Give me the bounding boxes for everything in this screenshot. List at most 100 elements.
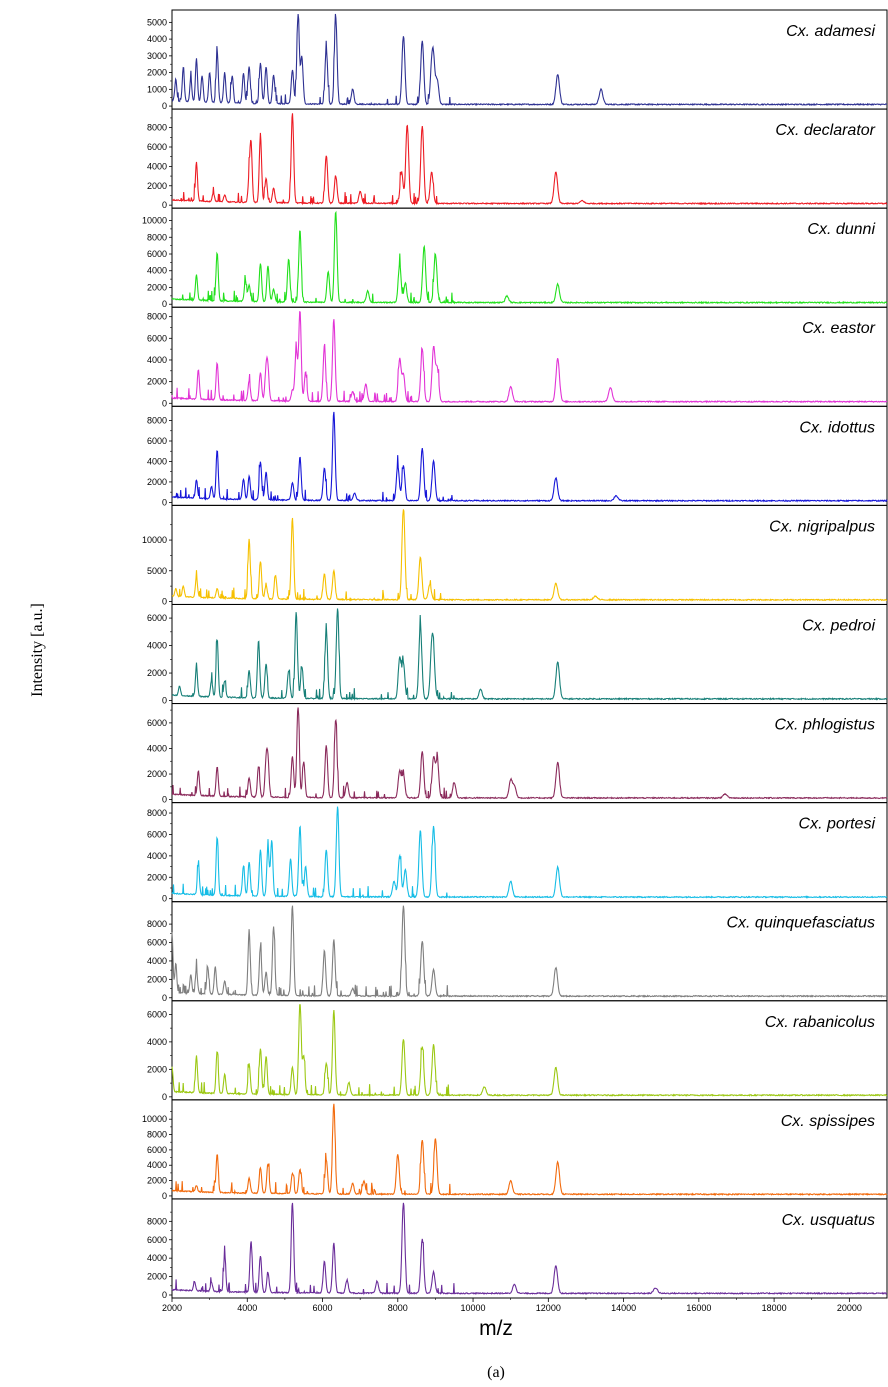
y-tick-label: 8000 [147,416,167,426]
species-label: Cx. phlogistus [775,717,876,734]
panel-1: 0 1000 2000 3000 4000 5000 Cx. adamesi [147,10,887,111]
y-tick-label: 0 [162,596,167,606]
y-tick-label: 6000 [147,829,167,839]
panel-2: 0 2000 4000 6000 8000 Cx. declarator [147,109,887,210]
y-tick-label: 2000 [147,1064,167,1074]
panel-frame [172,604,887,703]
y-tick-label: 2000 [147,1176,167,1186]
spectrum-line [172,1104,887,1195]
y-tick-label: 2000 [147,282,167,292]
panel-frame [172,406,887,505]
species-label: Cx. dunni [807,221,875,238]
panel-frame [172,208,887,307]
panel-frame [172,1100,887,1199]
panel-12: 0 2000 4000 6000 8000 10000 Cx. spissipes [142,1100,887,1201]
panel-frame [172,10,887,109]
y-tick-label: 4000 [147,266,167,276]
y-tick-label: 8000 [147,1130,167,1140]
y-tick-label: 8000 [147,808,167,818]
x-tick-label: 2000 [162,1303,182,1313]
panel-3: 0 2000 4000 6000 8000 10000 Cx. dunni [142,208,887,309]
y-tick-label: 2000 [147,1272,167,1282]
y-tick-label: 0 [162,398,167,408]
y-tick-label: 8000 [147,312,167,322]
y-tick-label: 0 [162,1290,167,1300]
spectrum-line [172,412,887,501]
x-tick-label: 12000 [536,1303,561,1313]
spectra-panels: 0 1000 2000 3000 4000 5000 Cx. adamesi 0 2000 400… [142,10,887,1300]
y-tick-label: 8000 [147,1216,167,1226]
y-tick-label: 6000 [147,613,167,623]
y-tick-label: 2000 [147,668,167,678]
y-tick-label: 6000 [147,938,167,948]
y-tick-label: 2000 [147,872,167,882]
y-tick-label: 5000 [147,17,167,27]
species-label: Cx. declarator [775,122,875,139]
y-tick-label: 10000 [142,535,167,545]
y-tick-label: 5000 [147,566,167,576]
y-tick-label: 4000 [147,456,167,466]
y-tick-label: 4000 [147,851,167,861]
y-tick-label: 0 [162,795,167,805]
species-label: Cx. usquatus [782,1212,875,1229]
panel-4: 0 2000 4000 6000 8000 Cx. eastor [147,307,887,408]
species-label: Cx. spissipes [781,1113,875,1130]
species-label: Cx. pedroi [802,617,875,634]
x-tick-label: 8000 [388,1303,408,1313]
y-tick-label: 0 [162,497,167,507]
panel-7: 0200040006000 Cx. pedroi [147,604,887,705]
spectrum-line [172,807,887,898]
y-tick-label: 10000 [142,1114,167,1124]
y-tick-label: 10000 [142,216,167,226]
y-axis-label: Intensity [a.u.] [29,603,46,697]
species-label: Cx. adamesi [786,23,875,40]
y-tick-label: 2000 [147,477,167,487]
panel-10: 0 2000 4000 6000 8000 Cx. quinquefasciatus [147,902,887,1003]
y-tick-label: 6000 [147,249,167,259]
y-tick-label: 6000 [147,142,167,152]
panel-8: 0200040006000 Cx. phlogistus [147,704,887,805]
panel-frame [172,803,887,902]
panel-9: 0 2000 4000 6000 8000 Cx. portesi [147,803,887,904]
y-tick-label: 4000 [147,1160,167,1170]
y-tick-label: 6000 [147,1145,167,1155]
y-tick-label: 2000 [147,769,167,779]
y-tick-label: 1000 [147,84,167,94]
y-tick-label: 8000 [147,919,167,929]
y-tick-label: 4000 [147,956,167,966]
spectrum-line [172,213,887,304]
species-label: Cx. quinquefasciatus [726,915,875,932]
panel-6: 0 5000 10000 Cx. nigripalpus [142,505,887,606]
y-tick-label: 2000 [147,377,167,387]
y-tick-label: 0 [162,993,167,1003]
y-tick-label: 4000 [147,743,167,753]
x-tick-label: 14000 [611,1303,636,1313]
y-tick-label: 8000 [147,232,167,242]
y-tick-label: 0 [162,101,167,111]
y-tick-label: 6000 [147,333,167,343]
y-tick-label: 4000 [147,34,167,44]
y-tick-label: 2000 [147,974,167,984]
y-tick-label: 6000 [147,436,167,446]
panel-11: 0200040006000 Cx. rabanicolus [147,1001,887,1102]
figure-caption: (a) [487,1364,505,1381]
panel-frame [172,1199,887,1298]
y-tick-label: 2000 [147,181,167,191]
y-tick-label: 8000 [147,123,167,133]
y-tick-label: 0 [162,299,167,309]
panel-frame [172,307,887,406]
y-tick-label: 4000 [147,355,167,365]
species-label: Cx. nigripalpus [769,518,875,535]
species-label: Cx. idottus [799,419,875,436]
species-label: Cx. eastor [802,320,876,337]
y-tick-label: 0 [162,894,167,904]
y-tick-label: 4000 [147,641,167,651]
x-tick-label: 4000 [237,1303,257,1313]
y-tick-label: 0 [162,1191,167,1201]
y-tick-label: 4000 [147,161,167,171]
y-tick-label: 2000 [147,68,167,78]
y-tick-label: 3000 [147,51,167,61]
x-axis-label: m/z [479,1317,513,1340]
x-tick-label: 16000 [686,1303,711,1313]
